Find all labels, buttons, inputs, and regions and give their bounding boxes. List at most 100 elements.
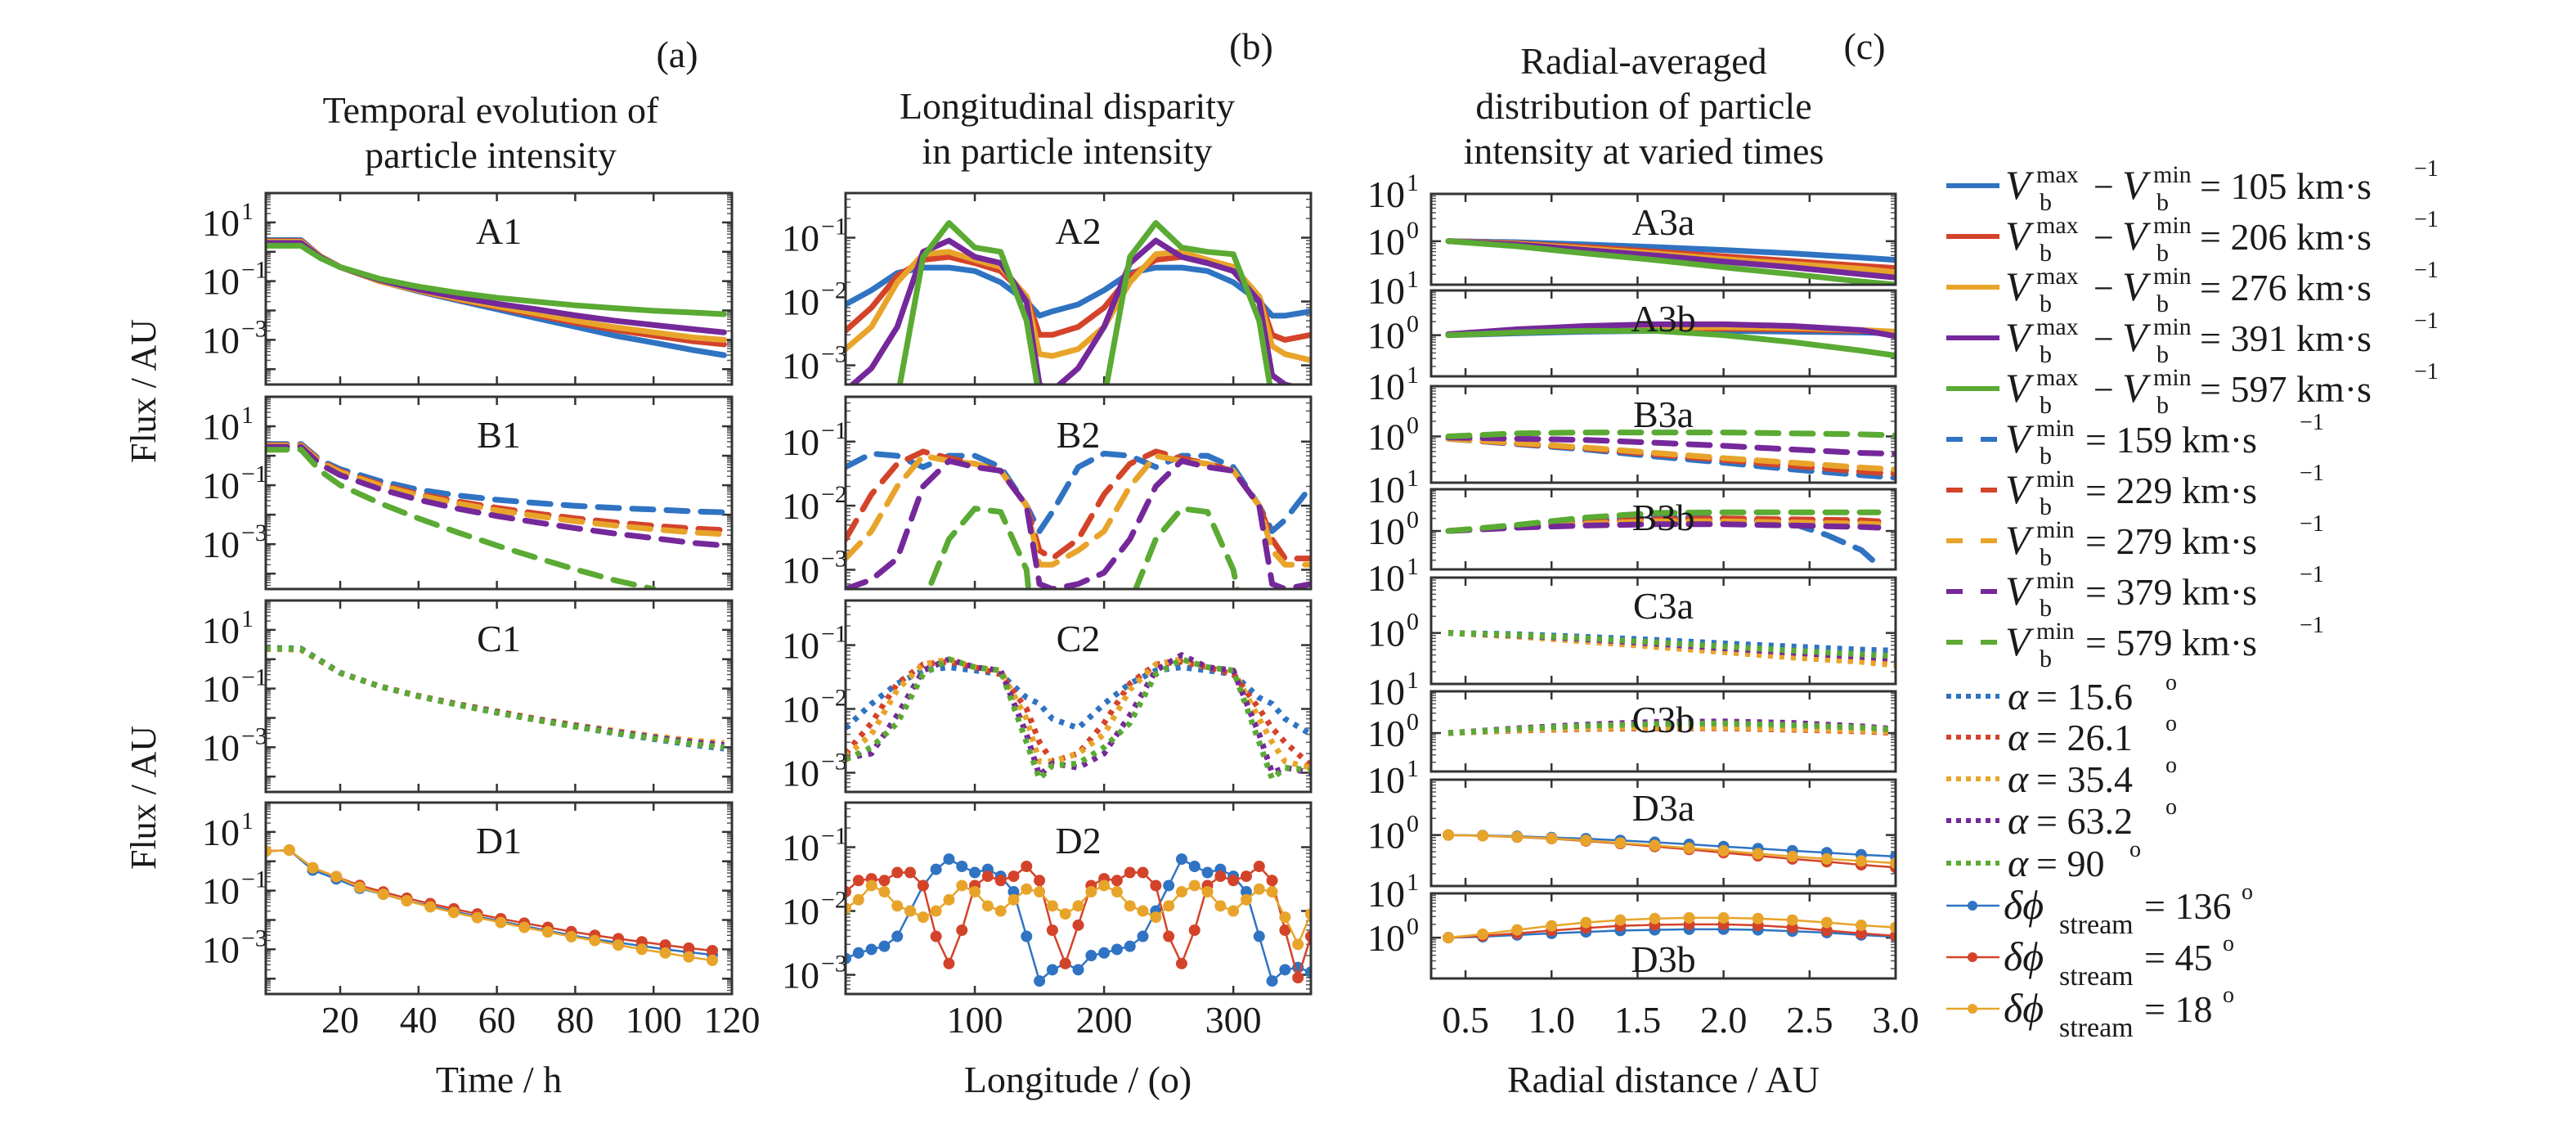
data-point xyxy=(1477,830,1489,842)
legend-value: = 276 km·s xyxy=(2200,267,2372,308)
legend-symbol-v: V xyxy=(2005,162,2035,208)
legend-symbol-alpha: α xyxy=(2008,675,2029,718)
y-tick-label-exponent: 0 xyxy=(1407,506,1419,533)
series-line xyxy=(846,664,1311,737)
series-line xyxy=(1445,327,1896,359)
data-point xyxy=(846,886,851,898)
y-tick-label-exponent: 1 xyxy=(1407,667,1419,694)
data-point xyxy=(1163,930,1175,942)
data-point xyxy=(1279,911,1291,924)
panel-C2: 10−110−210 −3C2 xyxy=(782,599,1313,794)
series-line xyxy=(1447,928,1896,939)
series-group xyxy=(1445,321,1896,359)
legend-sup-max: max xyxy=(2036,263,2079,290)
data-point xyxy=(1890,857,1896,870)
data-point xyxy=(1085,950,1097,962)
data-point xyxy=(917,911,929,924)
column-label-c: (c) xyxy=(1843,25,1885,67)
series-line xyxy=(1445,434,1896,457)
series-group xyxy=(1443,911,1896,944)
legend-sup-min: min xyxy=(2036,618,2075,645)
column-title-a-line2: particle intensity xyxy=(365,134,617,176)
x-tick-label: 300 xyxy=(1205,999,1262,1041)
legend-sub-b: b xyxy=(2156,240,2169,267)
x-tick-label: 1.0 xyxy=(1528,999,1576,1041)
legend-marker xyxy=(1968,952,1977,962)
data-point xyxy=(994,905,1007,917)
series-line xyxy=(1447,720,1896,736)
data-point xyxy=(1786,850,1798,862)
data-point xyxy=(1649,839,1661,852)
data-point xyxy=(1240,870,1252,883)
y-tick-label-exponent: −2 xyxy=(821,277,847,304)
data-point xyxy=(1059,908,1071,920)
legend-item: α = 15.6 o xyxy=(1946,670,2177,718)
legend-sup-min: min xyxy=(2153,263,2192,290)
legend-symbol-v: V xyxy=(2122,263,2152,309)
panel-B2: 10−110−210 −3B2 xyxy=(782,395,1313,591)
data-point xyxy=(852,893,864,906)
data-point xyxy=(846,952,851,965)
legend-symbol-v: V xyxy=(2005,416,2035,461)
series-line xyxy=(266,645,725,750)
y-tick-label-exponent: −1 xyxy=(821,417,847,444)
data-point xyxy=(495,916,507,929)
series-line xyxy=(846,249,1311,363)
data-point xyxy=(1175,853,1187,866)
panel-label: B3a xyxy=(1633,394,1694,435)
legend-symbol-v: V xyxy=(2005,466,2035,512)
data-point xyxy=(1046,924,1058,936)
data-point xyxy=(1021,930,1033,942)
legend-value: = 18 xyxy=(2144,988,2212,1030)
y-tick-label: 10 xyxy=(202,812,240,853)
legend-sup-min: min xyxy=(2036,567,2075,594)
legend-value: = 379 km·s xyxy=(2085,571,2257,613)
legend-sup-max: max xyxy=(2036,212,2079,239)
legend-item: δϕ stream = 136 o xyxy=(1946,879,2253,940)
data-point xyxy=(891,900,904,912)
ylabel-upper: Flux / AU xyxy=(123,319,164,463)
legend-value: = 229 km·s xyxy=(2085,470,2257,511)
panel-label: D1 xyxy=(476,820,522,861)
data-point xyxy=(865,943,877,956)
y-tick-label-exponent: 0 xyxy=(1407,811,1419,838)
data-point xyxy=(865,879,877,892)
panel-label: A3b xyxy=(1631,298,1695,340)
legend-symbol-dphi: δϕ xyxy=(2004,933,2044,979)
data-point xyxy=(1188,924,1200,936)
y-tick-label-exponent: 1 xyxy=(241,807,254,834)
y-tick-label-exponent: 1 xyxy=(241,198,254,225)
series-line xyxy=(1445,509,1882,534)
data-point xyxy=(1546,832,1558,844)
data-point xyxy=(891,930,904,942)
series-line xyxy=(846,656,1311,782)
series-line xyxy=(1445,521,1882,534)
xlabel-time: Time / h xyxy=(436,1059,562,1100)
data-point xyxy=(1717,911,1730,924)
y-tick-label: 10 xyxy=(1367,557,1405,599)
data-point xyxy=(1111,943,1123,956)
panel-label: A3a xyxy=(1632,201,1695,243)
legend-value: = 279 km·s xyxy=(2085,520,2257,562)
y-tick-label-exponent: −3 xyxy=(241,315,267,342)
legend-sup-min: min xyxy=(2153,364,2192,391)
data-point xyxy=(1292,972,1304,984)
y-tick-label-exponent: −3 xyxy=(821,951,847,978)
data-point xyxy=(1072,964,1084,976)
legend-value: = 90 xyxy=(2036,843,2104,884)
legend-sup-min: min xyxy=(2036,415,2075,442)
y-tick-label: 10 xyxy=(1367,511,1405,552)
legend-sup-max: max xyxy=(2036,161,2079,188)
data-point xyxy=(1279,964,1291,976)
series-line xyxy=(1447,630,1896,654)
legend-sub-b: b xyxy=(2040,595,2052,622)
axes-frame xyxy=(1429,192,1897,286)
data-point xyxy=(1163,879,1175,892)
data-point xyxy=(1008,870,1020,883)
data-point xyxy=(943,893,955,906)
legend-minus: − xyxy=(2094,370,2114,410)
legend-symbol-alpha: α xyxy=(2008,842,2029,885)
